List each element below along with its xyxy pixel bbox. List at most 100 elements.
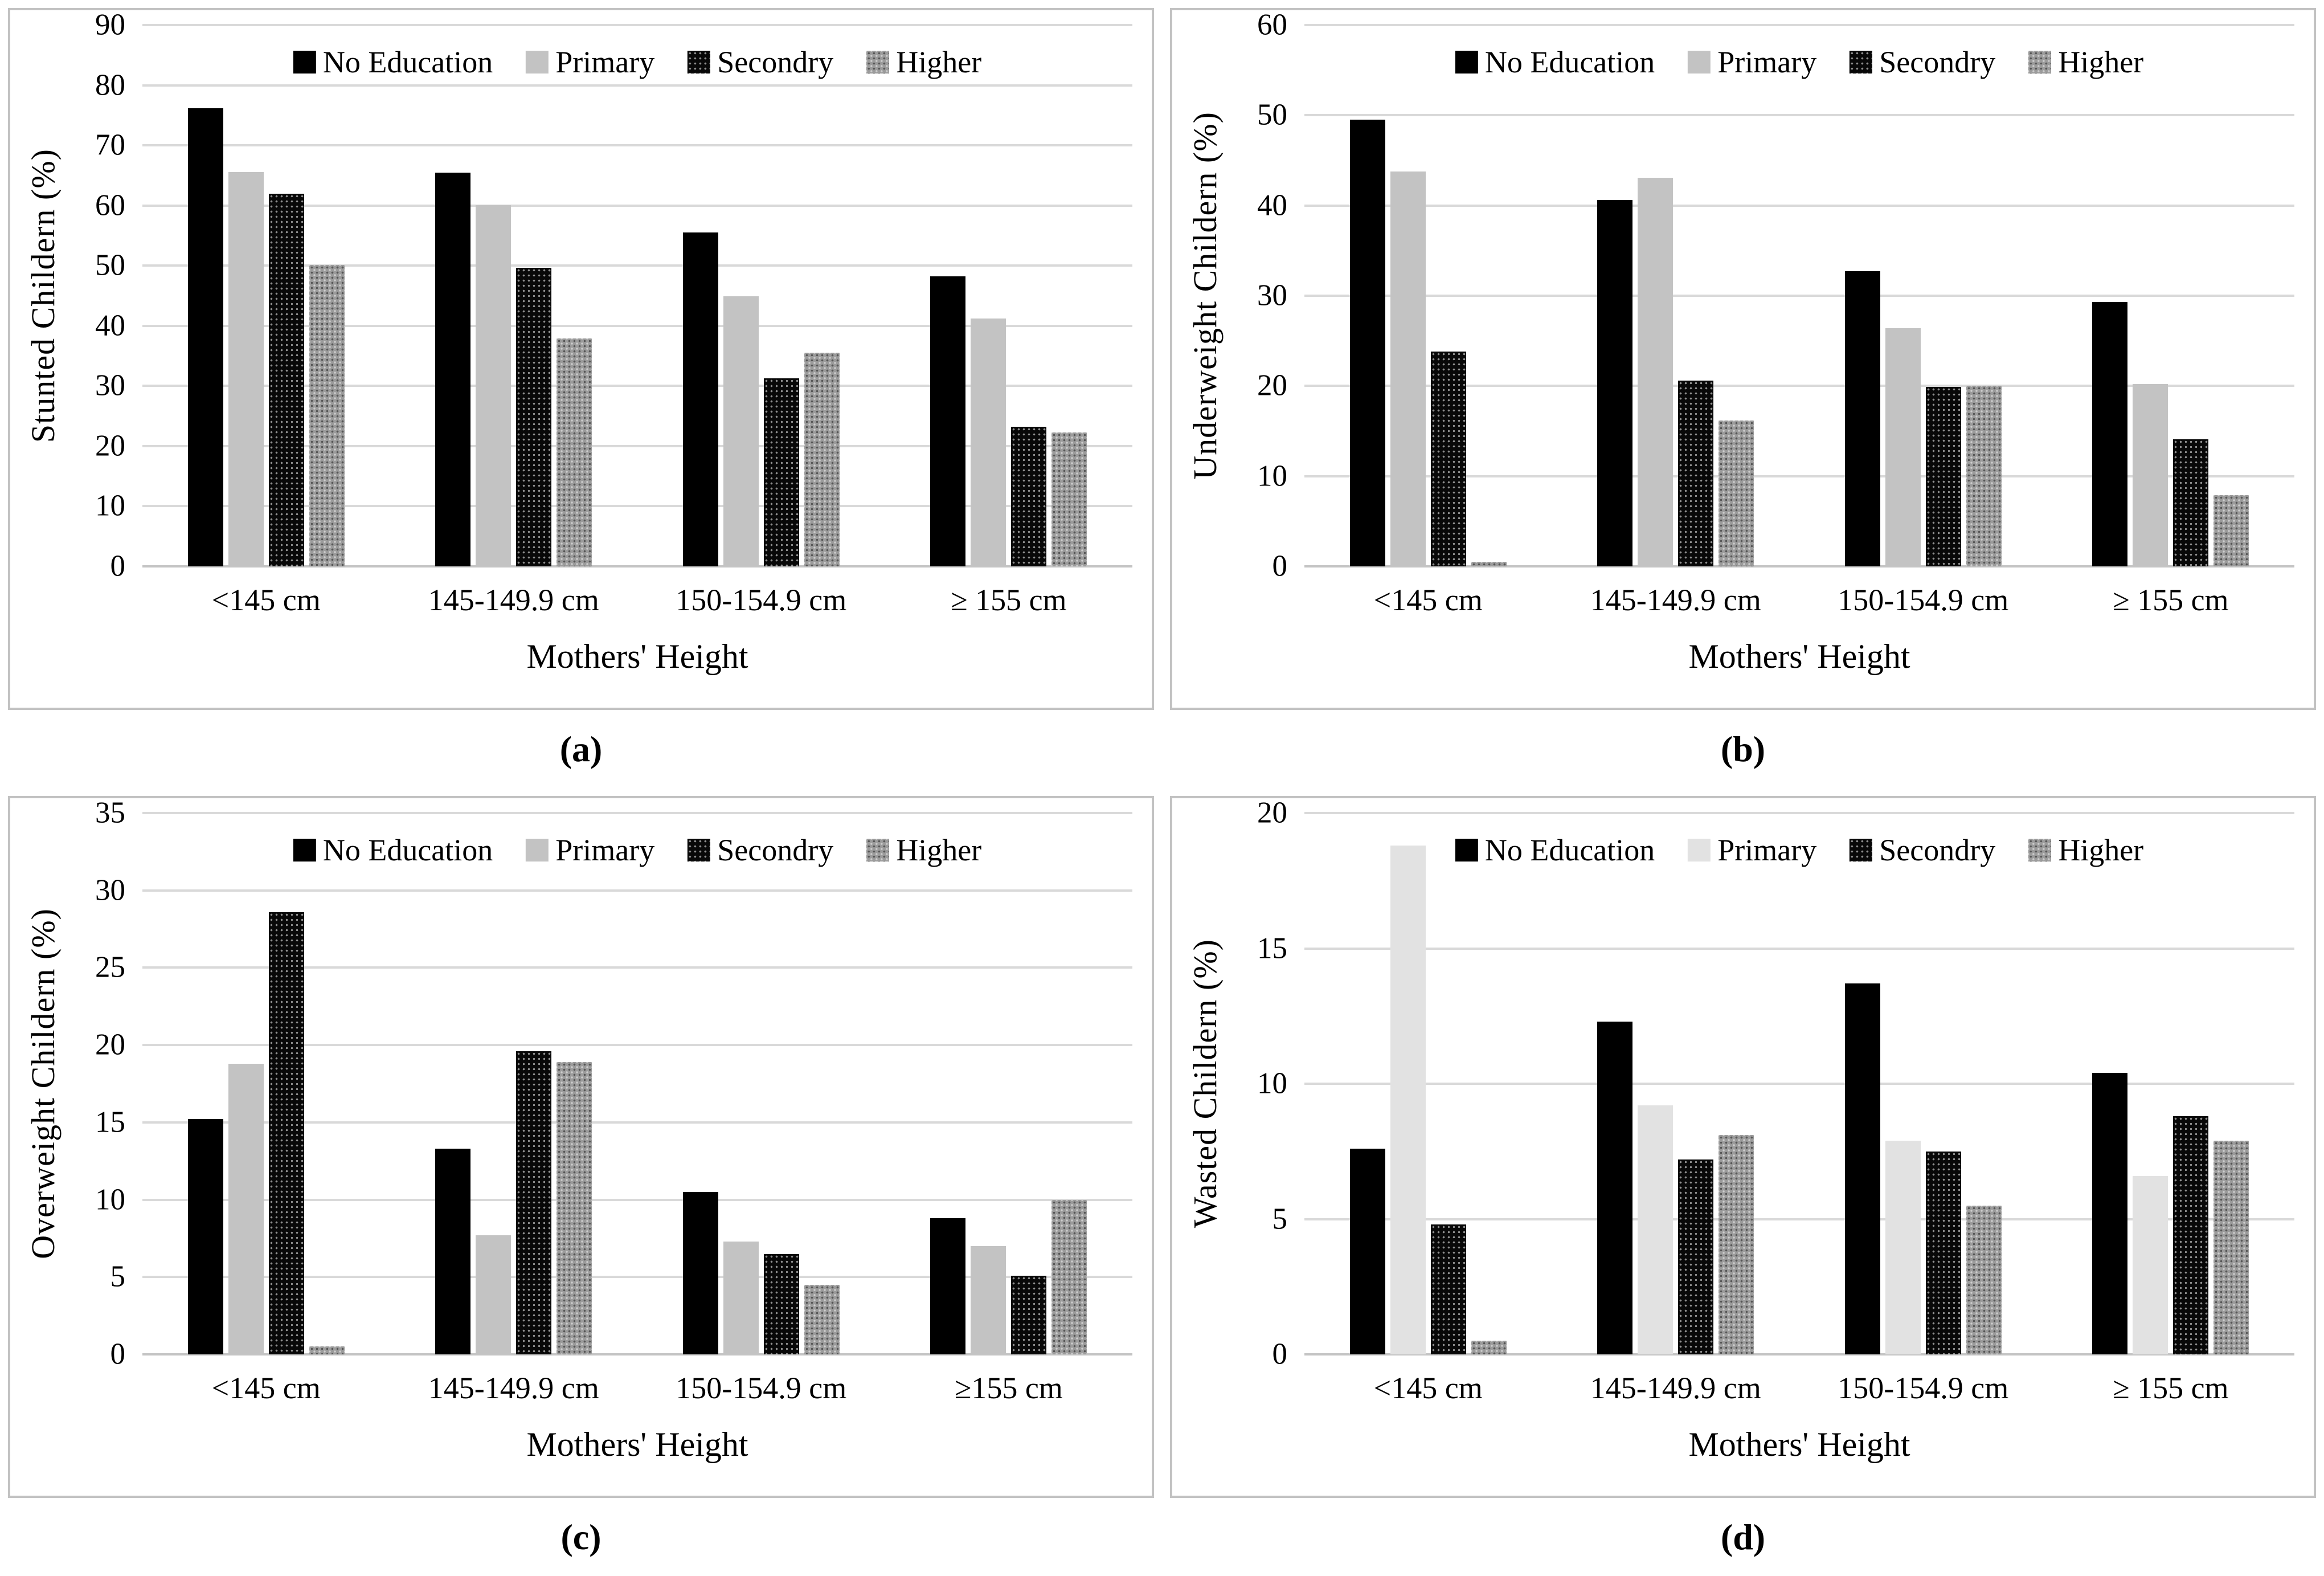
bar-no-education--145-cm bbox=[187, 108, 223, 566]
legend-swatch-no-education bbox=[293, 51, 316, 74]
y-tick-label-90: 90 bbox=[95, 8, 125, 42]
panel-b-x-axis-title: Mothers' Height bbox=[1688, 638, 1910, 675]
legend-swatch-secondry bbox=[1850, 51, 1873, 74]
y-tick-label-5: 5 bbox=[110, 1260, 126, 1293]
legend-entry-primary: Primary bbox=[1688, 832, 1816, 868]
bar-higher--145-cm bbox=[1471, 1341, 1507, 1354]
bar-higher-145-149-9-cm bbox=[1719, 1135, 1754, 1354]
x-tick-label-150-154-9-cm: 150-154.9 cm bbox=[1838, 1371, 2009, 1405]
bar-primary--145-cm bbox=[228, 1063, 264, 1354]
gridline-20 bbox=[142, 1044, 1132, 1047]
panel-b-caption: (b) bbox=[1720, 728, 1766, 769]
legend-entry-secondry: Secondry bbox=[1850, 44, 1995, 80]
panel-c-y-axis-title: Overweight Childern (%) bbox=[18, 813, 67, 1354]
bar-primary--155-cm bbox=[2133, 1175, 2168, 1354]
legend-entry-secondry: Secondry bbox=[688, 832, 833, 868]
y-tick-label-50: 50 bbox=[1257, 98, 1287, 132]
legend-label: Secondry bbox=[717, 45, 834, 79]
gridline-10 bbox=[1304, 1083, 2294, 1085]
legend-entry-higher: Higher bbox=[2028, 832, 2143, 868]
legend-entry-higher: Higher bbox=[866, 44, 981, 80]
y-tick-label-10: 10 bbox=[1257, 459, 1287, 493]
legend-label: No Education bbox=[1484, 45, 1655, 79]
bar-group-150-154-9-cm bbox=[637, 25, 885, 566]
panel-b-cell: Underweight Childern (%) 0 10 20 30 40 50 60 N… bbox=[1162, 0, 2324, 788]
legend: No Education Primary Secondry Higher bbox=[1455, 832, 2143, 868]
panel-a-y-axis-ticks: 0 10 20 30 40 50 60 70 80 90 bbox=[75, 10, 134, 581]
legend-label: Primary bbox=[555, 833, 655, 867]
bar-no-education-150-154-9-cm bbox=[1844, 983, 1880, 1354]
bar-secondry-145-149-9-cm bbox=[516, 1051, 552, 1354]
legend-entry-primary: Primary bbox=[526, 44, 654, 80]
legend: No Education Primary Secondry Higher bbox=[293, 832, 981, 868]
panel-a-caption: (a) bbox=[559, 728, 603, 769]
bar-higher-145-149-9-cm bbox=[557, 1062, 592, 1354]
bar-secondry-150-154-9-cm bbox=[763, 1254, 799, 1354]
y-axis-title-text: Stunted Childern (%) bbox=[24, 148, 62, 443]
legend-entry-no-education: No Education bbox=[293, 832, 493, 868]
panel-c-y-axis-ticks: 0 5 10 15 20 25 30 35 bbox=[75, 798, 134, 1369]
bar-group-145-149-9-cm bbox=[390, 813, 638, 1354]
bar-higher--145-cm bbox=[309, 1346, 345, 1354]
legend-label: Secondry bbox=[1879, 45, 1996, 79]
legend-swatch-no-education bbox=[1455, 839, 1478, 862]
x-tick-label--145-cm: <145 cm bbox=[211, 583, 321, 617]
bar-primary-145-149-9-cm bbox=[1638, 1105, 1674, 1354]
panel-b-plot-area: No Education Primary Secondry Higher bbox=[1304, 24, 2295, 567]
bar-no-education-145-149-9-cm bbox=[435, 172, 471, 566]
panel-d-x-axis-ticks: <145 cm 145-149.9 cm 150-154.9 cm ≥ 155 cm bbox=[1304, 1354, 2294, 1422]
y-tick-label-40: 40 bbox=[1257, 189, 1287, 222]
legend-swatch-higher bbox=[2028, 839, 2052, 862]
bar-secondry-145-149-9-cm bbox=[1678, 380, 1714, 566]
bar-primary-145-149-9-cm bbox=[476, 205, 512, 566]
bar-group--155-cm bbox=[2047, 25, 2295, 566]
bar-no-education-150-154-9-cm bbox=[682, 1192, 718, 1354]
legend-swatch-higher bbox=[866, 839, 890, 862]
x-tick-label-145-149-9-cm: 145-149.9 cm bbox=[1590, 1371, 1761, 1405]
bar-primary-150-154-9-cm bbox=[723, 1241, 759, 1354]
gridline-25 bbox=[142, 966, 1132, 969]
gridline-30 bbox=[1304, 295, 2294, 297]
panel-a-plot-area: No Education Primary Secondry Higher bbox=[142, 24, 1132, 567]
legend-entry-higher: Higher bbox=[2028, 44, 2143, 80]
bar-secondry--145-cm bbox=[268, 912, 304, 1354]
bar-higher--155-cm bbox=[2213, 1140, 2249, 1354]
gridline-20 bbox=[1304, 385, 2294, 387]
y-tick-label-30: 30 bbox=[95, 369, 125, 402]
panel-b-y-axis-title: Underweight Childern (%) bbox=[1180, 25, 1229, 566]
bar-primary--145-cm bbox=[1390, 846, 1426, 1354]
legend-swatch-higher bbox=[866, 51, 890, 74]
bar-group--145-cm bbox=[1304, 25, 1552, 566]
bar-no-education--155-cm bbox=[2092, 302, 2128, 566]
gridline-40 bbox=[142, 324, 1132, 327]
x-tick-label--155-cm: ≥ 155 cm bbox=[2112, 1371, 2229, 1405]
y-axis-title-text: Wasted Childern (%) bbox=[1186, 939, 1224, 1228]
legend-swatch-higher bbox=[2028, 51, 2052, 74]
bar-higher-150-154-9-cm bbox=[804, 353, 840, 566]
bar-groups-layer bbox=[142, 813, 1132, 1354]
panel-a-frame: Stunted Childern (%) 0 10 20 30 40 50 60 70 80 90… bbox=[8, 8, 1154, 710]
panel-a-y-axis-title: Stunted Childern (%) bbox=[18, 25, 67, 566]
legend-swatch-primary bbox=[526, 839, 549, 862]
bar-group-145-149-9-cm bbox=[390, 25, 638, 566]
bar-secondry-145-149-9-cm bbox=[1678, 1159, 1714, 1354]
gridline-5 bbox=[1304, 1218, 2294, 1220]
gridline-20 bbox=[1304, 812, 2294, 814]
legend-label: Secondry bbox=[1879, 833, 1996, 867]
bar-higher-150-154-9-cm bbox=[1966, 386, 2002, 566]
y-tick-label-40: 40 bbox=[95, 309, 125, 342]
bar-no-education--145-cm bbox=[1349, 120, 1385, 566]
x-axis-baseline bbox=[142, 1353, 1132, 1355]
panel-a-cell: Stunted Childern (%) 0 10 20 30 40 50 60 70 80 90… bbox=[0, 0, 1162, 788]
panel-a-x-axis-ticks: <145 cm 145-149.9 cm 150-154.9 cm ≥ 155 cm bbox=[142, 566, 1132, 634]
legend-swatch-primary bbox=[526, 51, 549, 74]
y-tick-label-20: 20 bbox=[1257, 369, 1287, 402]
bar-higher--155-cm bbox=[2213, 495, 2249, 566]
y-tick-label-20: 20 bbox=[1257, 796, 1287, 830]
gridline-50 bbox=[1304, 114, 2294, 117]
gridline-60 bbox=[1304, 24, 2294, 26]
y-tick-label-50: 50 bbox=[95, 248, 125, 282]
panel-d-plot-area: No Education Primary Secondry Higher bbox=[1304, 812, 2295, 1355]
legend-entry-no-education: No Education bbox=[293, 44, 493, 80]
bar-group--155-cm bbox=[2047, 813, 2295, 1354]
